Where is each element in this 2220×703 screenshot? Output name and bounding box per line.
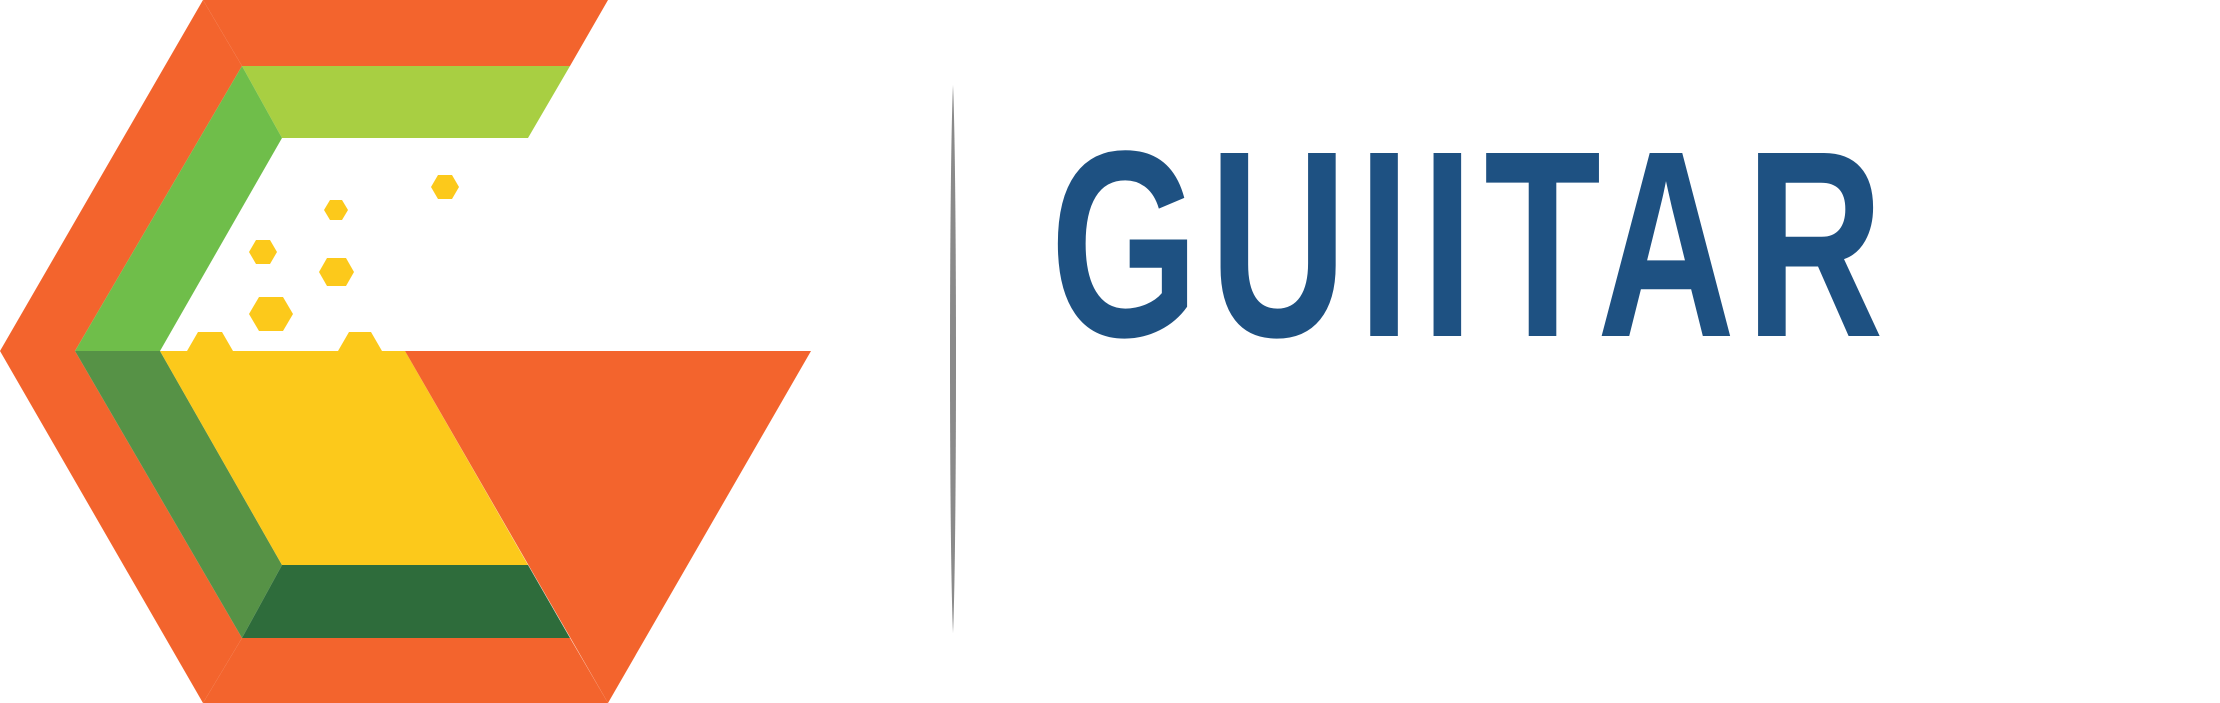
logo-green-bar: [75, 66, 282, 351]
bubble: [319, 258, 354, 286]
logo-lime-bar: [242, 66, 570, 138]
logo-bubbles: [249, 175, 459, 331]
logo-right-triangle: [405, 351, 811, 703]
logo-top-bar: [203, 0, 608, 66]
bubble: [431, 175, 459, 199]
vertical-divider: [950, 85, 956, 633]
logo-mid-green-bar: [75, 351, 282, 638]
logo-upper-left-bar: [0, 0, 242, 351]
logo-lower-left-bar: [0, 351, 242, 703]
logo-dark-green-bar: [242, 565, 570, 638]
bubble: [249, 297, 293, 331]
brand-wordmark: GUIITAR: [1050, 96, 1894, 393]
bubble: [249, 240, 277, 264]
logo-bottom-bar: [203, 638, 608, 703]
logo-yellow-fill: [160, 332, 528, 565]
bubble: [324, 200, 348, 220]
gi-hexagon-logo-icon: [0, 0, 811, 703]
